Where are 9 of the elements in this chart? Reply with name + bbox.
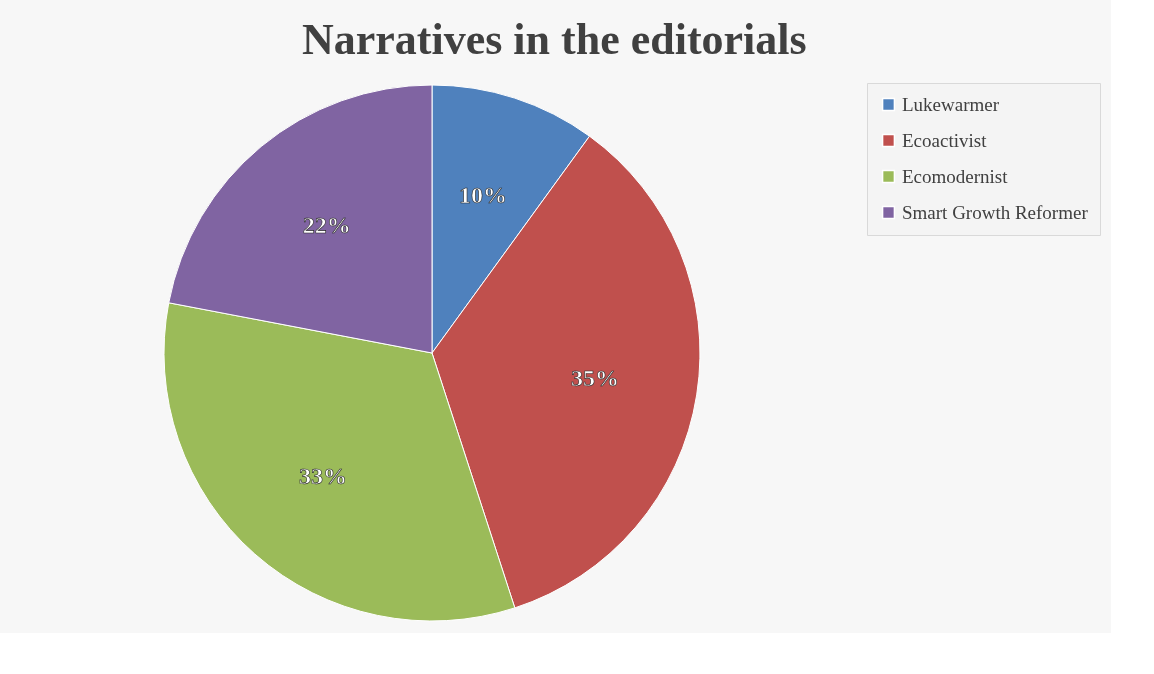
legend-label: Ecomodernist xyxy=(902,165,1009,187)
chart-title: Narratives in the editorials xyxy=(302,14,807,64)
data-label: 10% xyxy=(458,182,507,209)
data-label: 22% xyxy=(302,211,351,238)
legend-label: Ecoactivist xyxy=(902,129,988,151)
legend-label: Smart Growth Reformer xyxy=(902,201,1089,223)
data-label: 33% xyxy=(298,462,347,489)
data-label: 35% xyxy=(570,364,619,391)
legend-label: Lukewarmer xyxy=(902,93,1000,115)
